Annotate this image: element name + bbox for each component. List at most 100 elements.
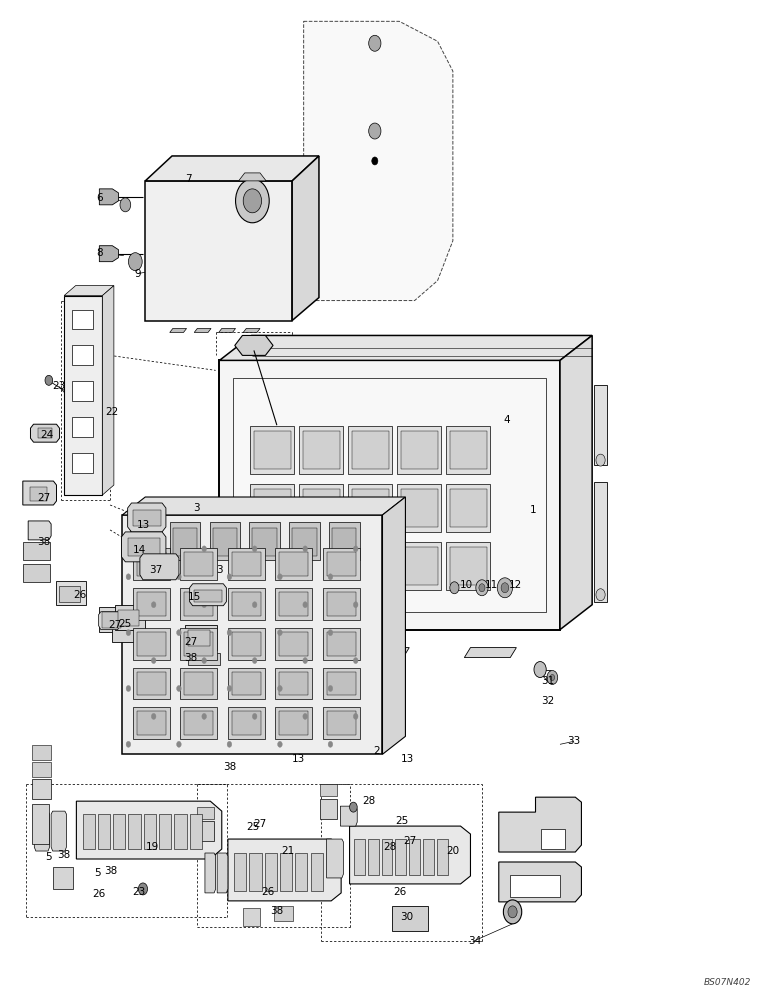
Bar — [57, 581, 85, 605]
Circle shape — [126, 630, 131, 636]
Bar — [348, 542, 392, 590]
Circle shape — [278, 741, 282, 747]
Circle shape — [177, 630, 181, 636]
Polygon shape — [51, 811, 67, 851]
Polygon shape — [65, 296, 102, 495]
Bar — [232, 672, 261, 695]
Text: 6: 6 — [96, 193, 103, 203]
Bar — [71, 417, 93, 437]
Bar — [279, 711, 308, 735]
Circle shape — [369, 123, 381, 139]
Bar — [180, 628, 217, 660]
Text: 2: 2 — [373, 746, 379, 756]
Text: 1: 1 — [530, 505, 537, 515]
Text: 37: 37 — [149, 565, 163, 575]
Bar — [98, 814, 110, 849]
Bar — [510, 875, 560, 897]
Circle shape — [227, 741, 232, 747]
Bar — [118, 610, 139, 626]
Polygon shape — [250, 648, 302, 658]
Polygon shape — [23, 481, 57, 505]
Bar — [127, 538, 160, 556]
Text: 38: 38 — [270, 906, 283, 916]
Circle shape — [138, 883, 147, 895]
Bar — [197, 807, 214, 819]
Bar — [128, 814, 141, 849]
Polygon shape — [205, 853, 216, 893]
Circle shape — [202, 546, 207, 552]
Polygon shape — [99, 189, 118, 205]
Circle shape — [202, 602, 207, 608]
Bar — [303, 431, 339, 469]
Text: 28: 28 — [362, 796, 376, 806]
Circle shape — [151, 713, 156, 719]
Bar — [233, 378, 546, 612]
Polygon shape — [122, 497, 406, 515]
Circle shape — [303, 602, 307, 608]
Bar — [450, 547, 487, 585]
Bar — [130, 522, 161, 560]
Bar — [232, 592, 261, 616]
Bar — [32, 804, 49, 844]
Bar — [137, 672, 166, 695]
Text: 27: 27 — [253, 819, 266, 829]
Bar — [396, 839, 406, 875]
Circle shape — [328, 685, 333, 691]
Circle shape — [328, 741, 333, 747]
Text: 25: 25 — [119, 619, 132, 629]
Polygon shape — [121, 532, 166, 562]
Circle shape — [303, 658, 307, 664]
Bar — [133, 588, 170, 620]
Bar — [250, 522, 280, 560]
Circle shape — [349, 802, 357, 812]
Bar — [276, 668, 312, 699]
Polygon shape — [340, 806, 357, 826]
Text: 27: 27 — [403, 836, 417, 846]
Bar — [32, 745, 51, 760]
Bar — [382, 839, 392, 875]
Bar — [254, 547, 290, 585]
Bar — [137, 592, 166, 616]
Circle shape — [303, 713, 307, 719]
Text: 27: 27 — [108, 620, 121, 630]
Bar — [276, 707, 312, 739]
Text: 38: 38 — [184, 653, 198, 663]
Polygon shape — [220, 335, 592, 360]
Bar — [397, 484, 442, 532]
Bar — [114, 605, 145, 630]
Text: 23: 23 — [133, 887, 146, 897]
Bar — [392, 906, 429, 931]
Bar — [54, 867, 72, 889]
Circle shape — [596, 589, 605, 601]
Bar — [133, 628, 170, 660]
Text: 33: 33 — [567, 736, 581, 746]
Text: 5: 5 — [94, 868, 101, 878]
Bar — [276, 628, 312, 660]
Text: 21: 21 — [281, 846, 294, 856]
Circle shape — [202, 713, 207, 719]
Bar — [232, 632, 261, 656]
Polygon shape — [498, 862, 581, 902]
Bar — [401, 431, 438, 469]
Polygon shape — [170, 328, 187, 332]
Text: 4: 4 — [503, 415, 510, 425]
Circle shape — [476, 580, 488, 596]
Text: 13: 13 — [400, 754, 414, 764]
Bar — [279, 632, 308, 656]
Bar — [323, 668, 359, 699]
Text: 3: 3 — [194, 503, 200, 513]
Polygon shape — [357, 648, 409, 658]
Bar — [190, 814, 202, 849]
Bar — [197, 821, 214, 841]
Bar — [326, 711, 356, 735]
Bar — [188, 653, 220, 665]
Circle shape — [328, 574, 333, 580]
Text: 38: 38 — [58, 850, 71, 860]
Bar — [31, 487, 48, 501]
Text: 28: 28 — [383, 842, 397, 852]
Text: 38: 38 — [223, 762, 236, 772]
Circle shape — [501, 583, 508, 593]
Circle shape — [236, 179, 270, 223]
Text: 25: 25 — [396, 816, 409, 826]
Bar — [450, 489, 487, 527]
